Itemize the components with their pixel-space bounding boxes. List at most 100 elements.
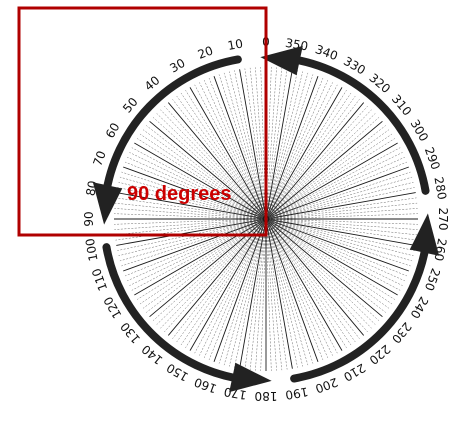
highlight-box (17, 6, 268, 237)
ray-line (265, 218, 390, 309)
ray-line (203, 80, 267, 220)
ray-line (249, 218, 267, 371)
ray-line (129, 218, 267, 286)
ray-line (160, 218, 267, 329)
ray-line (134, 218, 267, 296)
ray-line (265, 218, 380, 321)
ray-line (265, 218, 401, 291)
ray-line (114, 208, 267, 220)
ray-line (164, 105, 267, 220)
ray-line (265, 218, 277, 371)
ray-line (223, 72, 267, 220)
ray-line (239, 69, 267, 220)
ray-line (146, 218, 267, 313)
ray-line (265, 147, 401, 220)
ray-line (265, 218, 408, 277)
ray-line (119, 218, 267, 262)
degree-label: 10 (227, 36, 244, 52)
ray-line (265, 69, 293, 220)
ray-line (265, 152, 403, 220)
degree-label: 50 (120, 95, 141, 116)
degree-label: 30 (167, 56, 187, 76)
rotation-arrow-arc (284, 54, 430, 195)
ray-line (172, 99, 267, 220)
ray-line (265, 113, 376, 220)
ray-line (136, 138, 267, 220)
ray-line (199, 218, 267, 356)
ray-line (265, 208, 418, 220)
ray-line (265, 109, 372, 220)
ray-line (265, 218, 343, 351)
ray-line (265, 218, 283, 371)
ray-line (265, 76, 319, 220)
rotation-arrowhead (260, 45, 303, 76)
ray-line (265, 71, 304, 220)
ray-line (127, 156, 267, 220)
ray-line (265, 218, 365, 336)
ray-line (123, 218, 267, 272)
ray-line (176, 218, 267, 343)
ray-line (114, 218, 267, 236)
ray-line (152, 117, 267, 220)
ray-line (124, 218, 267, 277)
ray-line (115, 197, 267, 220)
ray-line (265, 68, 288, 220)
degree-label: 160 (192, 375, 218, 396)
degree-label: 110 (89, 266, 110, 292)
ray-line (265, 82, 333, 220)
ray-line (265, 67, 283, 220)
degree-label: 280 (431, 176, 449, 201)
ray-line (218, 74, 267, 220)
ray-line (265, 218, 411, 267)
ray-line (265, 102, 365, 220)
ray-line (265, 80, 329, 220)
ray-line (156, 113, 267, 220)
ray-line (265, 218, 376, 325)
ray-line (134, 142, 267, 220)
rotation-arrowhead (229, 362, 272, 393)
ray-line (185, 89, 267, 220)
ray-line (265, 176, 413, 220)
ray-line (265, 218, 418, 236)
degree-label: 180 (255, 389, 278, 403)
ray-line (149, 120, 267, 220)
degree-label: 70 (90, 149, 108, 168)
ray-line (208, 218, 267, 361)
ray-line (265, 161, 408, 220)
ray-line (176, 95, 267, 220)
ray-line (265, 120, 383, 220)
ray-line (118, 218, 267, 257)
ray-line (265, 99, 360, 220)
ray-line (208, 77, 267, 220)
ray-line (265, 92, 352, 220)
ray-line (213, 76, 267, 220)
ray-line (119, 176, 267, 220)
ray-line (265, 218, 309, 366)
ray-line (265, 218, 333, 356)
ray-line (117, 218, 267, 251)
ray-line (228, 71, 267, 220)
ray-line (244, 68, 267, 220)
rotation-arrow-arc (290, 237, 431, 383)
ray-line (265, 218, 416, 246)
ray-line (249, 67, 267, 220)
ray-line (121, 218, 267, 267)
ray-line (265, 133, 393, 220)
ray-line (265, 218, 272, 371)
ray-line (189, 218, 267, 351)
ray-line (139, 133, 267, 220)
ray-line (117, 187, 267, 220)
ray-line (116, 192, 267, 220)
ray-line (127, 218, 267, 282)
ray-line (172, 218, 267, 339)
ray-line (265, 129, 390, 220)
ray-line (180, 218, 267, 346)
ray-line (199, 82, 267, 220)
ray-line (265, 138, 396, 220)
ray-line (265, 218, 413, 262)
ray-line (265, 218, 368, 333)
ray-line (234, 218, 267, 368)
ray-line (265, 218, 293, 369)
ray-line (228, 218, 267, 367)
ray-line (265, 218, 347, 349)
